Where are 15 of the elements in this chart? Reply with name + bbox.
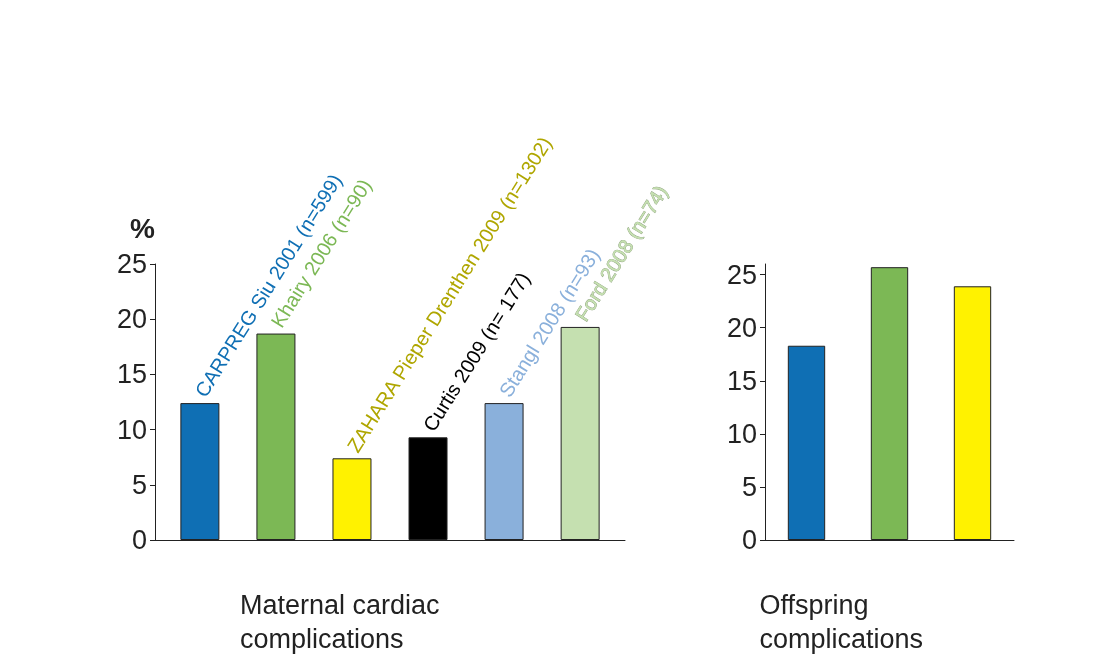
y-tick-label: 5 <box>741 471 757 502</box>
y-tick-label: 15 <box>116 359 147 390</box>
x-axis-title: Maternal cardiac complications <box>240 590 440 654</box>
y-tick-label: 25 <box>116 249 147 279</box>
y-tick-label: 0 <box>131 525 147 555</box>
y-tick-label: 0 <box>741 525 757 555</box>
y-tick-label: 10 <box>726 418 757 449</box>
y-tick-label: 10 <box>116 414 147 445</box>
y-tick-label: 20 <box>726 312 757 343</box>
y-tick-label: 15 <box>726 365 757 396</box>
y-axis-title: % <box>130 212 156 244</box>
y-tick-label: 25 <box>726 259 757 290</box>
y-tick-label: 20 <box>116 304 147 335</box>
x-axis-title: Offspring complications <box>759 590 924 654</box>
y-tick-label: 5 <box>131 469 147 500</box>
